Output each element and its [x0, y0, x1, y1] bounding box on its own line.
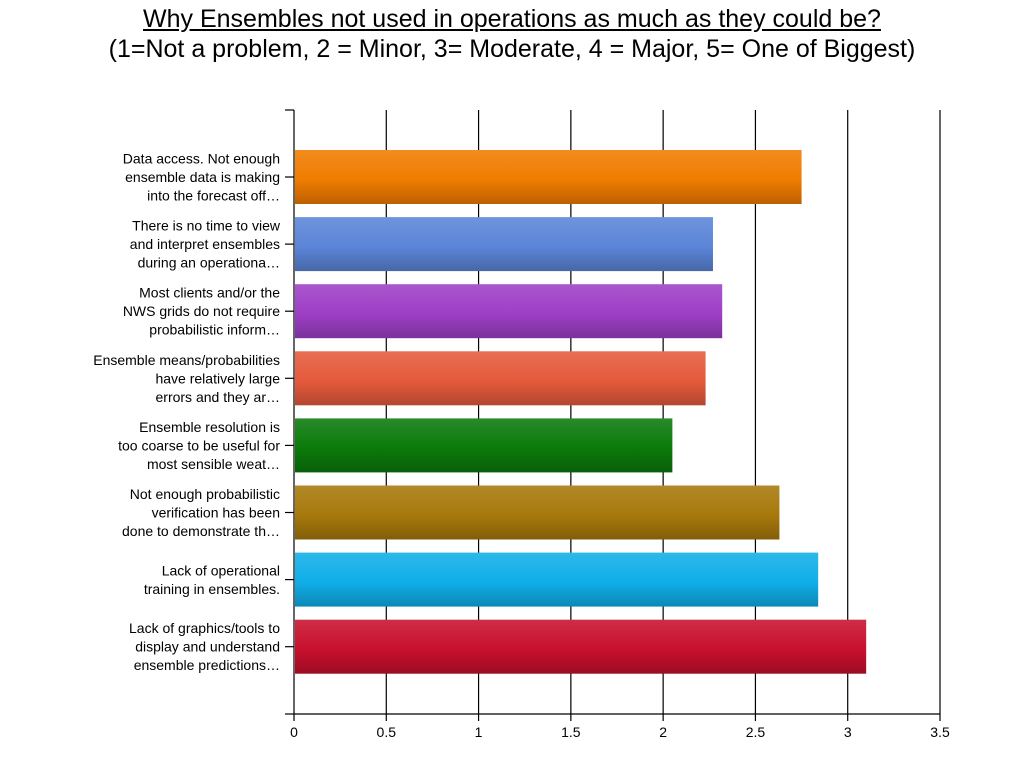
x-tick-label: 0.5 [377, 724, 397, 740]
category-label-line: Not enough probabilistic [130, 486, 280, 502]
category-label-line: NWS grids do not require [123, 303, 280, 319]
category-label-line: into the forecast off… [147, 188, 280, 204]
x-tick-labels: 0 0.5 1 1.5 2 2.5 3 3.5 [290, 724, 950, 740]
category-label-line: probabilistic inform… [149, 322, 280, 338]
category-label-line: errors and they ar… [156, 389, 281, 405]
x-tick-label: 2.5 [746, 724, 766, 740]
bar [295, 284, 723, 339]
category-label-line: Ensemble means/probabilities [93, 352, 280, 368]
category-label-line: Lack of graphics/tools to [129, 620, 280, 636]
x-tick-label: 0 [290, 724, 298, 740]
category-label-line: have relatively large [155, 370, 280, 386]
x-tick-label: 1.5 [561, 724, 581, 740]
category-label-line: ensemble predictions… [134, 657, 280, 673]
axes [285, 109, 941, 721]
x-tick-label: 3 [844, 724, 852, 740]
chart-title-line1: Why Ensembles not used in operations as … [143, 5, 881, 33]
bar [295, 217, 713, 272]
category-label: There is no time to view and interpret en… [130, 218, 281, 271]
grid-lines [385, 110, 941, 714]
bar [295, 619, 867, 674]
category-label: Data access. Not enough ensemble data is … [123, 151, 280, 204]
category-label-line: and interpret ensembles [130, 236, 280, 252]
category-label: Lack of graphics/tools to display and und… [129, 620, 280, 673]
category-label-line: ensemble data is making [125, 169, 280, 185]
category-label-line: too coarse to be useful for [118, 437, 280, 453]
bars [295, 150, 867, 674]
category-label-line: during an operationa… [138, 255, 280, 271]
category-label: Ensemble means/probabilities have relativ… [93, 352, 280, 405]
category-label: Not enough probabilistic verification has… [122, 486, 280, 539]
category-label-line: verification has been [152, 505, 280, 521]
category-label: Lack of operational training in ensembles… [144, 562, 280, 597]
category-label: Ensemble resolution is too coarse to be u… [118, 419, 280, 472]
bar [295, 485, 780, 540]
bar [295, 150, 802, 204]
category-label-line: There is no time to view [132, 218, 281, 234]
chart-subtitle: (1=Not a problem, 2 = Minor, 3= Moderate… [108, 35, 916, 63]
category-label-line: Most clients and/or the [139, 285, 280, 301]
category-label-line: training in ensembles. [144, 581, 280, 597]
category-label: Most clients and/or the NWS grids do not … [123, 285, 280, 338]
x-tick-label: 1 [475, 724, 483, 740]
category-label-line: Lack of operational [162, 562, 280, 578]
bar [295, 552, 819, 607]
bar [295, 418, 673, 473]
category-label-line: Data access. Not enough [123, 151, 280, 167]
category-labels: Data access. Not enough ensemble data is … [93, 151, 281, 674]
chart-title: Why Ensembles not used in operations as … [0, 4, 1024, 64]
x-tick-label: 2 [659, 724, 667, 740]
bar [295, 351, 706, 406]
category-label-line: most sensible weat… [147, 456, 280, 472]
x-tick-label: 3.5 [930, 724, 950, 740]
category-label-line: display and understand [135, 639, 280, 655]
category-label-line: done to demonstrate th… [122, 523, 280, 539]
category-label-line: Ensemble resolution is [139, 419, 280, 435]
